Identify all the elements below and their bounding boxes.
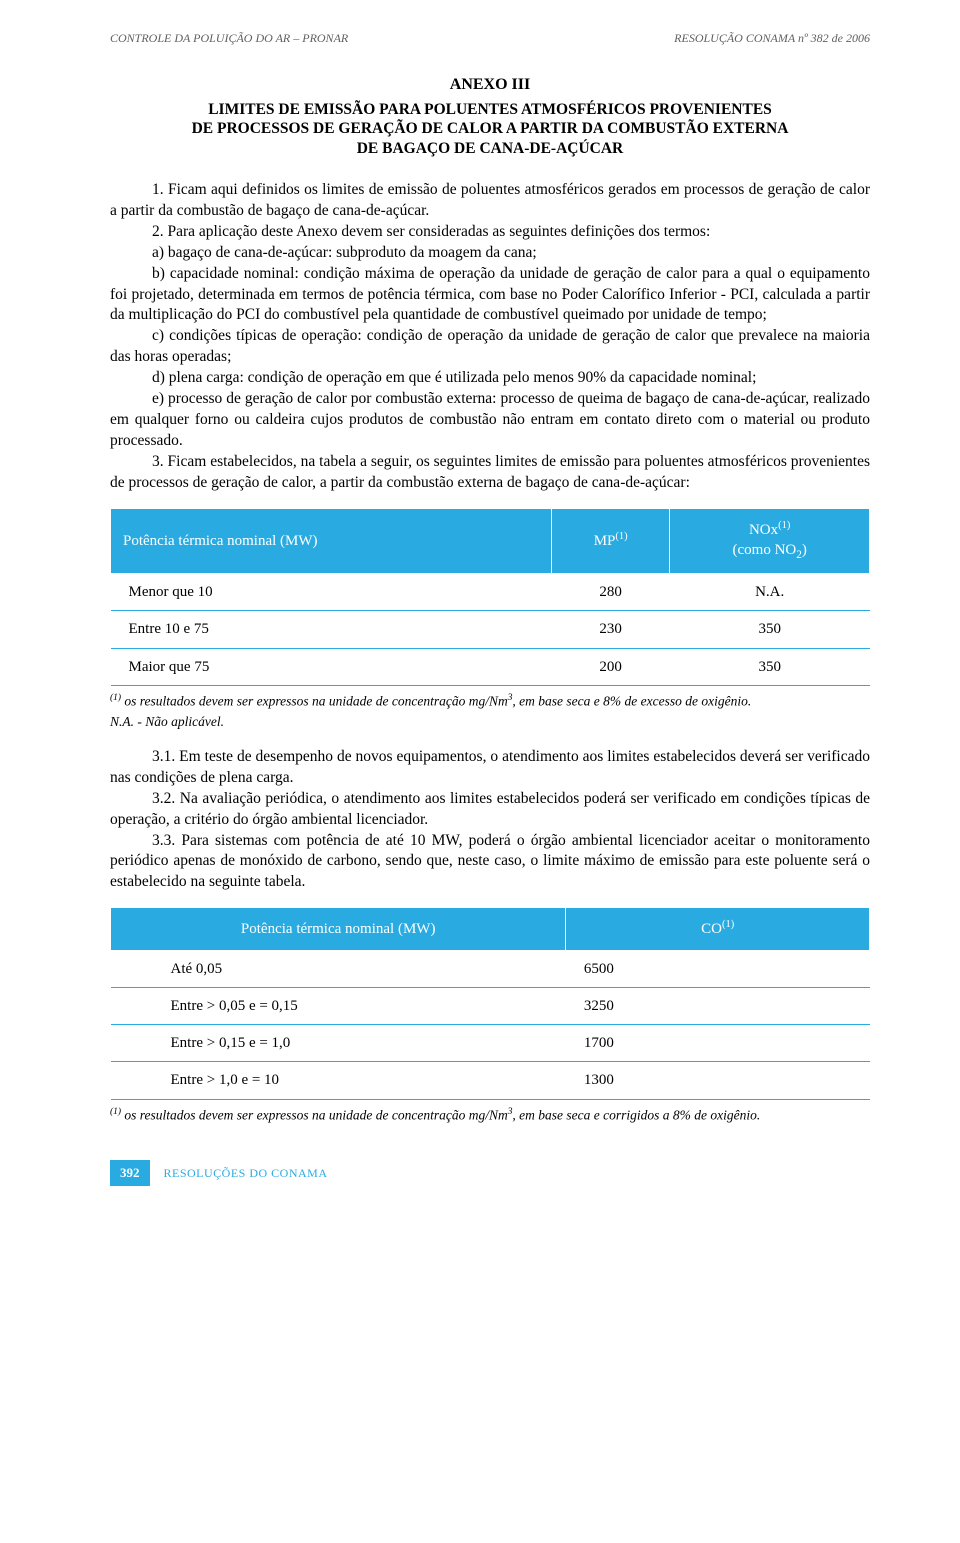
annex-sub-line3: DE BAGAÇO DE CANA-DE-AÇÚCAR	[357, 140, 624, 157]
page-number: 392	[110, 1160, 150, 1186]
table-2-note-1: (1) os resultados devem ser expressos na…	[110, 1106, 870, 1125]
footer-text: RESOLUÇÕES DO CONAMA	[164, 1165, 328, 1181]
cell: 200	[551, 648, 669, 685]
cell: 350	[670, 611, 870, 648]
cell: Menor que 10	[111, 574, 552, 611]
annex-sub-line1: LIMITES DE EMISSÃO PARA POLUENTES ATMOSF…	[208, 101, 772, 118]
header-left: CONTROLE DA POLUIÇÃO DO AR – PRONAR	[110, 30, 348, 46]
table-row: Entre > 1,0 e = 10 1300	[111, 1062, 870, 1099]
table-row: Entre > 0,05 e = 0,15 3250	[111, 987, 870, 1024]
cell: Maior que 75	[111, 648, 552, 685]
table-row: Entre 10 e 75 230 350	[111, 611, 870, 648]
para-2d: d) plena carga: condição de operação em …	[110, 368, 870, 389]
page-footer: 392 RESOLUÇÕES DO CONAMA	[110, 1160, 870, 1186]
cell: 350	[670, 648, 870, 685]
cell: Entre > 0,05 e = 0,15	[111, 987, 566, 1024]
table-row: Menor que 10 280 N.A.	[111, 574, 870, 611]
table-1-note-1: (1) os resultados devem ser expressos na…	[110, 692, 870, 711]
para-2a: a) bagaço de cana-de-açúcar: subproduto …	[110, 243, 870, 264]
cell: N.A.	[670, 574, 870, 611]
cell: 1700	[566, 1025, 870, 1062]
cell: Entre 10 e 75	[111, 611, 552, 648]
cell: 6500	[566, 950, 870, 987]
table-1-header-row: Potência térmica nominal (MW) MP(1) NOx(…	[111, 508, 870, 573]
table-1-col-2: NOx(1)(como NO2)	[670, 508, 870, 573]
cell: Entre > 0,15 e = 1,0	[111, 1025, 566, 1062]
table-2-header-row: Potência térmica nominal (MW) CO(1)	[111, 908, 870, 950]
cell: Entre > 1,0 e = 10	[111, 1062, 566, 1099]
table-2-col-1: CO(1)	[566, 908, 870, 950]
para-2e: e) processo de geração de calor por comb…	[110, 389, 870, 452]
para-3-1: 3.1. Em teste de desempenho de novos equ…	[110, 747, 870, 789]
table-1-note-2: N.A. - Não aplicável.	[110, 713, 870, 731]
table-1: Potência térmica nominal (MW) MP(1) NOx(…	[110, 508, 870, 686]
header-right: RESOLUÇÃO CONAMA nº 382 de 2006	[674, 30, 870, 46]
para-3: 3. Ficam estabelecidos, na tabela a segu…	[110, 452, 870, 494]
cell: Até 0,05	[111, 950, 566, 987]
table-row: Até 0,05 6500	[111, 950, 870, 987]
para-3-2: 3.2. Na avaliação periódica, o atendimen…	[110, 789, 870, 831]
table-2-body: Até 0,05 6500 Entre > 0,05 e = 0,15 3250…	[111, 950, 870, 1099]
page-header: CONTROLE DA POLUIÇÃO DO AR – PRONAR RESO…	[110, 30, 870, 46]
table-1-col-0: Potência térmica nominal (MW)	[111, 508, 552, 573]
annex-sub-line2: DE PROCESSOS DE GERAÇÃO DE CALOR A PARTI…	[192, 120, 789, 137]
table-row: Maior que 75 200 350	[111, 648, 870, 685]
para-1: 1. Ficam aqui definidos os limites de em…	[110, 180, 870, 222]
para-3-3: 3.3. Para sistemas com potência de até 1…	[110, 831, 870, 894]
cell: 3250	[566, 987, 870, 1024]
para-2c: c) condições típicas de operação: condiç…	[110, 326, 870, 368]
para-2: 2. Para aplicação deste Anexo devem ser …	[110, 222, 870, 243]
cell: 1300	[566, 1062, 870, 1099]
table-2: Potência térmica nominal (MW) CO(1) Até …	[110, 907, 870, 1099]
para-2b: b) capacidade nominal: condição máxima d…	[110, 264, 870, 327]
cell: 280	[551, 574, 669, 611]
annex-subtitle: LIMITES DE EMISSÃO PARA POLUENTES ATMOSF…	[110, 100, 870, 158]
table-1-col-1: MP(1)	[551, 508, 669, 573]
table-row: Entre > 0,15 e = 1,0 1700	[111, 1025, 870, 1062]
table-1-body: Menor que 10 280 N.A. Entre 10 e 75 230 …	[111, 574, 870, 686]
table-2-col-0: Potência térmica nominal (MW)	[111, 908, 566, 950]
annex-title: ANEXO III	[110, 74, 870, 96]
cell: 230	[551, 611, 669, 648]
